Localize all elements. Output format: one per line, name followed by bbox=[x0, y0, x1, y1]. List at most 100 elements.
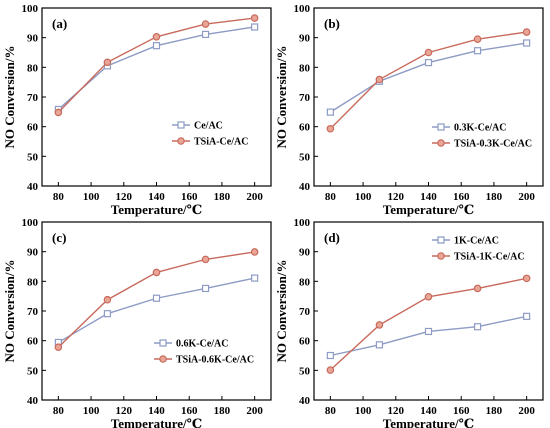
y-tick-label: 80 bbox=[27, 276, 39, 288]
data-point bbox=[54, 343, 63, 351]
data-point bbox=[326, 351, 334, 360]
y-tick-label: 60 bbox=[27, 336, 39, 348]
x-tick-label: 200 bbox=[246, 191, 263, 203]
data-point bbox=[522, 274, 531, 283]
y-tick-label: 60 bbox=[27, 122, 39, 134]
data-point bbox=[473, 284, 482, 293]
x-tick-label: 80 bbox=[53, 405, 65, 417]
y-tick-label: 80 bbox=[299, 276, 311, 288]
data-point bbox=[375, 321, 384, 329]
y-tick-label: 60 bbox=[299, 122, 311, 134]
data-point bbox=[326, 108, 334, 116]
y-tick-label: 100 bbox=[22, 3, 39, 15]
legend: 0.3K-Ce/AC TSiA-0.3K-Ce/AC bbox=[432, 123, 532, 150]
x-tick-label: 100 bbox=[83, 405, 100, 417]
chart-panel-2: 80 100 120 140 160 180 200 40 50 60 70 80 90 100 Tempe… bbox=[274, 3, 544, 217]
panel-label: (d) bbox=[324, 230, 340, 245]
x-tick-label: 180 bbox=[214, 405, 231, 417]
legend: Ce/AC TSiA-Ce/AC bbox=[172, 121, 248, 148]
data-point bbox=[103, 58, 112, 67]
data-point bbox=[201, 20, 210, 28]
y-tick-label: 40 bbox=[27, 395, 39, 407]
legend-square-marker bbox=[437, 236, 445, 244]
y-tick-label: 70 bbox=[27, 306, 39, 318]
x-tick-label: 160 bbox=[181, 191, 198, 203]
y-tick-label: 90 bbox=[299, 247, 311, 259]
x-axis-title: Temperature/℃ bbox=[111, 202, 202, 217]
legend-label: TSiA-Ce/AC bbox=[194, 137, 248, 148]
data-point bbox=[251, 274, 259, 282]
data-point bbox=[522, 28, 531, 36]
data-point bbox=[152, 42, 161, 50]
panel-label: (b) bbox=[324, 16, 340, 31]
x-tick-label: 120 bbox=[388, 405, 405, 417]
x-tick-label: 100 bbox=[355, 405, 372, 417]
y-tick-label: 40 bbox=[299, 181, 311, 193]
plot-frame bbox=[41, 221, 272, 401]
legend-label: 0.6K-Ce/AC bbox=[176, 339, 229, 350]
x-tick-label: 160 bbox=[453, 191, 470, 203]
panel-label: (a) bbox=[52, 16, 67, 31]
x-tick-label: 200 bbox=[518, 191, 535, 203]
y-tick-label: 80 bbox=[27, 62, 39, 74]
y-tick-label: 100 bbox=[22, 217, 39, 229]
y-tick-label: 90 bbox=[299, 33, 311, 45]
y-tick-label: 70 bbox=[299, 306, 311, 318]
chart-panel-3: 80 100 120 140 160 180 200 40 50 60 70 80 90 100 Tempe… bbox=[2, 217, 272, 428]
y-axis-title: NO Conversion/% bbox=[274, 46, 289, 149]
data-point bbox=[152, 268, 161, 277]
x-tick-label: 140 bbox=[148, 191, 165, 203]
legend-circle-marker bbox=[437, 252, 445, 260]
legend-label: TSiA-1K-Ce/AC bbox=[454, 252, 525, 263]
x-tick-label: 140 bbox=[420, 405, 437, 417]
series-line-2 bbox=[329, 31, 527, 130]
data-point bbox=[523, 312, 531, 320]
chart-panel-4: 80 100 120 140 160 180 200 40 50 60 70 80 90 100 Tempe… bbox=[274, 217, 544, 428]
chart-panel-1: 80 100 120 140 160 180 200 40 50 60 70 80 90 100 Tempe… bbox=[2, 3, 272, 217]
y-axis-title: NO Conversion/% bbox=[2, 260, 17, 363]
data-point bbox=[54, 108, 63, 117]
x-tick-label: 180 bbox=[214, 191, 231, 203]
x-axis-title: Temperature/℃ bbox=[383, 416, 474, 428]
legend-square-marker bbox=[177, 121, 185, 129]
x-tick-label: 180 bbox=[486, 191, 503, 203]
y-tick-label: 70 bbox=[27, 92, 39, 104]
y-tick-label: 100 bbox=[294, 3, 311, 15]
legend-label: TSiA-0.6K-Ce/AC bbox=[176, 355, 254, 366]
data-point bbox=[326, 124, 335, 133]
y-tick-label: 50 bbox=[299, 365, 311, 377]
data-point bbox=[424, 292, 433, 301]
plot-frame bbox=[313, 221, 544, 401]
y-tick-label: 90 bbox=[27, 247, 39, 259]
data-point bbox=[473, 47, 482, 55]
y-axis-title: NO Conversion/% bbox=[274, 260, 289, 363]
data-point bbox=[201, 255, 210, 264]
x-tick-label: 80 bbox=[325, 405, 337, 417]
legend-circle-marker bbox=[437, 139, 445, 147]
y-tick-label: 60 bbox=[299, 336, 311, 348]
data-point bbox=[473, 35, 482, 43]
x-tick-label: 100 bbox=[83, 191, 100, 203]
data-point bbox=[201, 30, 210, 39]
legend-label: 1K-Ce/AC bbox=[454, 236, 499, 247]
x-axis-title: Temperature/℃ bbox=[111, 416, 202, 428]
series-line-2 bbox=[57, 17, 255, 113]
legend-square-marker bbox=[437, 123, 445, 131]
series-line-1 bbox=[330, 315, 527, 357]
legend: 0.6K-Ce/AC TSiA-0.6K-Ce/AC bbox=[154, 339, 254, 366]
x-tick-label: 140 bbox=[148, 405, 165, 417]
data-point bbox=[375, 75, 384, 84]
x-tick-label: 160 bbox=[181, 405, 198, 417]
data-point bbox=[523, 39, 531, 47]
data-point bbox=[152, 32, 161, 41]
data-point bbox=[103, 295, 112, 304]
data-point bbox=[250, 14, 259, 22]
data-point bbox=[473, 323, 482, 331]
y-axis-title: NO Conversion/% bbox=[2, 46, 17, 149]
data-point bbox=[326, 366, 335, 374]
series-line-1 bbox=[58, 277, 255, 344]
x-tick-label: 80 bbox=[53, 191, 65, 203]
y-tick-label: 100 bbox=[294, 217, 311, 229]
y-tick-label: 50 bbox=[27, 151, 39, 163]
